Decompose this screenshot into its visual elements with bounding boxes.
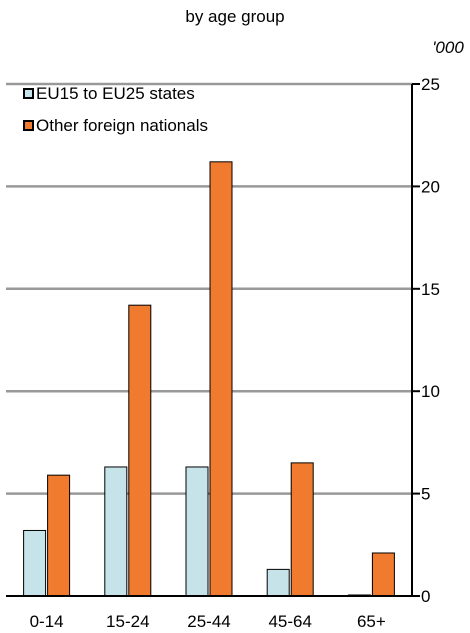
x-tick-label: 45-64 [268, 612, 311, 631]
y-tick-label: 0 [421, 587, 430, 606]
chart-title: by age group [185, 7, 284, 26]
axes [6, 84, 413, 597]
legend-swatch [23, 88, 34, 99]
bar-other-foreign-15-24 [128, 304, 152, 597]
bar-other-foreign-45-64 [290, 462, 314, 597]
legend: EU15 to EU25 states Other foreign nationa… [23, 84, 208, 135]
y-tick-label: 10 [421, 382, 440, 401]
y-tick-labels: 0 5 10 15 20 25 [421, 75, 440, 606]
x-tick-label: 65+ [357, 612, 386, 631]
x-tick-labels: 0-14 15-24 25-44 45-64 65+ [30, 612, 386, 631]
bar-eu15-eu25-25-44 [185, 466, 209, 597]
y-tick-label: 15 [421, 280, 440, 299]
bar-other-foreign-0-14 [47, 474, 71, 597]
x-tick-label: 15-24 [106, 612, 149, 631]
y-tick-label: 25 [421, 75, 440, 94]
y-tick-label: 5 [421, 485, 430, 504]
y-tick-label: 20 [421, 177, 440, 196]
bar-eu15-eu25-15-24 [104, 466, 128, 597]
legend-swatch [23, 120, 34, 131]
legend-label: Other foreign nationals [36, 116, 208, 135]
bar-eu15-eu25-45-64 [266, 568, 290, 597]
bars [23, 161, 395, 597]
x-tick-label: 25-44 [187, 612, 230, 631]
unit-label: '000 [432, 38, 464, 57]
bar-other-foreign-65+ [371, 552, 395, 597]
x-tick-label: 0-14 [30, 612, 64, 631]
bar-eu15-eu25-0-14 [23, 529, 47, 597]
bar-other-foreign-25-44 [209, 161, 233, 597]
legend-label: EU15 to EU25 states [36, 84, 195, 103]
gridlines [6, 82, 420, 597]
